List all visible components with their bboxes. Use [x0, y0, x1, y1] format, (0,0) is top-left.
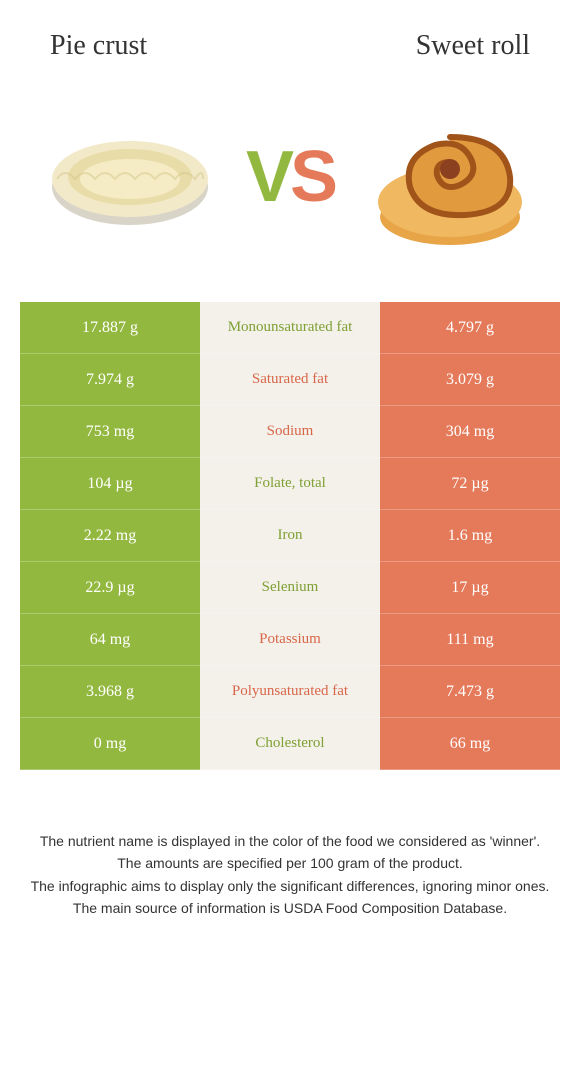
footer-line: The infographic aims to display only the…	[30, 875, 550, 897]
table-row: 104 µg Folate, total 72 µg	[20, 458, 560, 510]
pie-crust-icon	[40, 97, 220, 257]
left-value: 0 mg	[20, 718, 200, 770]
right-value: 7.473 g	[380, 666, 560, 718]
table-row: 753 mg Sodium 304 mg	[20, 406, 560, 458]
table-row: 64 mg Potassium 111 mg	[20, 614, 560, 666]
header: Pie crust Sweet roll	[20, 30, 560, 62]
table-row: 22.9 µg Selenium 17 µg	[20, 562, 560, 614]
left-value: 753 mg	[20, 406, 200, 458]
table-row: 3.968 g Polyunsaturated fat 7.473 g	[20, 666, 560, 718]
right-value: 1.6 mg	[380, 510, 560, 562]
right-value: 3.079 g	[380, 354, 560, 406]
left-value: 22.9 µg	[20, 562, 200, 614]
left-value: 7.974 g	[20, 354, 200, 406]
nutrient-label: Selenium	[200, 562, 380, 614]
left-value: 17.887 g	[20, 302, 200, 354]
nutrient-label: Sodium	[200, 406, 380, 458]
vs-s: S	[290, 137, 334, 217]
left-value: 64 mg	[20, 614, 200, 666]
nutrient-label: Folate, total	[200, 458, 380, 510]
vs-label: VS	[246, 136, 334, 218]
comparison-table: 17.887 g Monounsaturated fat 4.797 g 7.9…	[20, 302, 560, 770]
sweet-roll-icon	[360, 97, 540, 257]
table-row: 7.974 g Saturated fat 3.079 g	[20, 354, 560, 406]
left-food-title: Pie crust	[50, 30, 147, 62]
right-value: 304 mg	[380, 406, 560, 458]
vs-v: V	[246, 137, 290, 217]
illustration-row: VS	[20, 82, 560, 272]
table-row: 2.22 mg Iron 1.6 mg	[20, 510, 560, 562]
footer-notes: The nutrient name is displayed in the co…	[20, 830, 560, 920]
nutrient-label: Cholesterol	[200, 718, 380, 770]
left-value: 3.968 g	[20, 666, 200, 718]
right-food-title: Sweet roll	[416, 30, 530, 62]
nutrient-label: Polyunsaturated fat	[200, 666, 380, 718]
footer-line: The amounts are specified per 100 gram o…	[30, 852, 550, 874]
nutrient-label: Monounsaturated fat	[200, 302, 380, 354]
footer-line: The main source of information is USDA F…	[30, 897, 550, 919]
footer-line: The nutrient name is displayed in the co…	[30, 830, 550, 852]
right-value: 72 µg	[380, 458, 560, 510]
left-value: 104 µg	[20, 458, 200, 510]
nutrient-label: Potassium	[200, 614, 380, 666]
table-row: 0 mg Cholesterol 66 mg	[20, 718, 560, 770]
left-value: 2.22 mg	[20, 510, 200, 562]
nutrient-label: Iron	[200, 510, 380, 562]
right-value: 17 µg	[380, 562, 560, 614]
right-value: 111 mg	[380, 614, 560, 666]
right-value: 4.797 g	[380, 302, 560, 354]
table-row: 17.887 g Monounsaturated fat 4.797 g	[20, 302, 560, 354]
right-value: 66 mg	[380, 718, 560, 770]
nutrient-label: Saturated fat	[200, 354, 380, 406]
